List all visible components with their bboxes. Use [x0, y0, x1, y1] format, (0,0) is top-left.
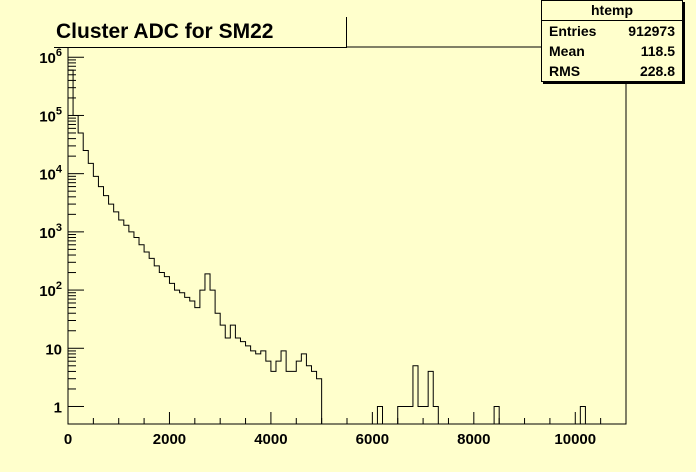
rms-label: RMS — [549, 63, 581, 79]
stats-mean-row: Mean 118.5 — [542, 41, 682, 61]
x-tick-label: 2000 — [153, 431, 186, 448]
y-tick-label: 103 — [39, 222, 62, 242]
entries-label: Entries — [549, 23, 597, 39]
chart-title: Cluster ADC for SM22 — [56, 20, 274, 43]
stats-rms-row: RMS 228.8 — [542, 61, 682, 81]
rms-value: 228.8 — [639, 63, 675, 79]
title-box — [54, 17, 347, 48]
x-tick-label: 10000 — [554, 431, 596, 448]
histogram-line — [67, 69, 626, 425]
y-tick-label: 106 — [39, 47, 62, 67]
x-tick-label: 8000 — [457, 431, 490, 448]
stats-name: htemp — [542, 1, 682, 21]
mean-value: 118.5 — [640, 43, 675, 59]
x-tick-label: 6000 — [356, 431, 389, 448]
x-tick-label: 0 — [64, 431, 72, 448]
stats-box: htemp Entries 912973 Mean 118.5 RMS 228.… — [541, 0, 683, 82]
y-tick-label: 102 — [39, 280, 62, 300]
mean-label: Mean — [549, 43, 585, 59]
y-tick-label: 10 — [45, 341, 62, 358]
x-tick-label: 4000 — [254, 431, 287, 448]
stats-entries-row: Entries 912973 — [542, 21, 682, 41]
y-tick-label: 1 — [54, 399, 62, 416]
entries-value: 912973 — [628, 23, 675, 39]
y-tick-label: 104 — [39, 164, 63, 184]
y-tick-label: 105 — [39, 105, 62, 125]
